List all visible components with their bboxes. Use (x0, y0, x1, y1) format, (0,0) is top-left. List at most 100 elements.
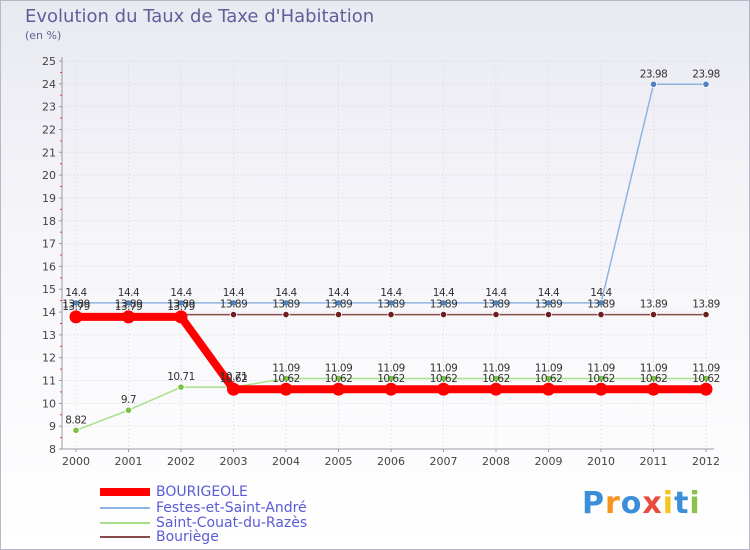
series-0-label-2001: 13.79 (115, 301, 143, 313)
series-0-point-2010 (594, 382, 608, 396)
series-2-label-2001: 9.7 (121, 394, 136, 406)
logo-letter-6: t (674, 486, 690, 521)
series-1-point-2009 (544, 299, 553, 307)
series-1-point-2010 (597, 299, 605, 307)
series-1-point-2006 (387, 299, 395, 307)
x-tick-label-2004: 2004 (272, 455, 300, 468)
series-0-point-2005 (332, 382, 345, 396)
series-3-point-2010 (597, 310, 605, 319)
series-2-point-2005 (334, 374, 343, 383)
series-3-point-2008 (492, 310, 500, 319)
series-3-label-2004: 13.89 (272, 299, 300, 311)
series-3-label-2008: 13.89 (482, 299, 510, 311)
legend-label-festes: Festes-et-Saint-André (156, 500, 307, 516)
y-tick-label-13: 13 (42, 329, 56, 342)
series-1-label-2004: 14.4 (275, 287, 297, 299)
x-tick-label-2001: 2001 (115, 455, 143, 468)
series-1-label-2005: 14.4 (328, 287, 350, 299)
series-2-label-2003: 10.71 (220, 371, 248, 383)
legend-swatch-bouriege (100, 536, 150, 538)
x-tick-label-2003: 2003 (220, 455, 248, 468)
series-1-label-2009: 14.4 (538, 287, 560, 299)
series-0-point-2006 (384, 382, 398, 396)
x-tick-label-2010: 2010 (587, 455, 615, 468)
legend-label-bourigeole: BOURIGEOLE (156, 484, 248, 500)
series-1-label-2008: 14.4 (485, 287, 507, 299)
legend-label-bouriege: Bouriège (156, 529, 219, 545)
series-2-point-2006 (387, 374, 395, 383)
series-0-label-2008: 10.62 (482, 373, 510, 385)
legend-item-bouriege: Bouriège (100, 530, 219, 544)
series-1-label-2002: 14.4 (170, 287, 192, 299)
series-2-point-2001 (124, 406, 133, 414)
series-3-label-2002: 13.89 (167, 299, 195, 311)
series-0-point-2000 (69, 310, 83, 324)
y-tick-label-8: 8 (49, 443, 56, 456)
y-tick-label-23: 23 (42, 101, 56, 114)
series-1-point-2002 (177, 299, 185, 307)
series-3-label-2007: 13.89 (430, 299, 458, 311)
series-1-point-2005 (334, 299, 343, 307)
logo-letter-3: o (620, 486, 643, 521)
series-3-point-2011 (649, 310, 658, 319)
series-1-point-2011 (649, 80, 658, 88)
series-2-label-2008: 11.09 (482, 362, 510, 374)
y-tick-label-24: 24 (42, 78, 56, 91)
legend-swatch-festes (100, 507, 150, 509)
series-0-label-2003: 10.62 (220, 373, 248, 385)
series-3-label-2005: 13.89 (325, 299, 353, 311)
series-0-label-2005: 10.62 (325, 373, 353, 385)
series-1-point-2000 (72, 299, 80, 307)
series-2-point-2007 (439, 374, 448, 383)
series-0-point-2003 (227, 382, 240, 396)
chart-subtitle: (en %) (25, 29, 62, 42)
series-3-point-2006 (387, 310, 395, 319)
series-0-label-2011: 10.62 (640, 373, 668, 385)
series-0-label-2010: 10.62 (587, 373, 615, 385)
legend-swatch-saint-couat (100, 522, 150, 524)
series-0-label-2012: 10.62 (692, 373, 720, 385)
series-1-point-2008 (492, 299, 500, 307)
series-2-label-2000: 8.82 (65, 414, 86, 426)
series-1-label-2011: 23.98 (640, 68, 668, 80)
proxiti-logo: Proxiti (582, 486, 701, 521)
x-tick-label-2007: 2007 (430, 455, 458, 468)
logo-letter-2: r (605, 486, 621, 521)
legend-item-saint-couat: Saint-Couat-du-Razès (100, 516, 307, 530)
series-2-point-2011 (649, 374, 658, 383)
series-2-point-2002 (177, 383, 185, 391)
series-1-point-2004 (282, 299, 290, 307)
series-0-label-2004: 10.62 (272, 373, 300, 385)
series-0-point-2009 (542, 382, 555, 396)
y-tick-label-18: 18 (42, 215, 56, 228)
series-2-point-2000 (72, 426, 80, 434)
y-tick-label-21: 21 (42, 146, 56, 159)
series-2-label-2002: 10.71 (167, 371, 195, 383)
x-tick-label-2009: 2009 (535, 455, 563, 468)
x-tick-label-2008: 2008 (482, 455, 510, 468)
x-tick-label-2011: 2011 (640, 455, 668, 468)
series-3-point-2004 (282, 310, 290, 319)
series-1-label-2007: 14.4 (433, 287, 455, 299)
y-tick-label-11: 11 (42, 375, 56, 388)
series-3-label-2003: 13.89 (220, 299, 248, 311)
series-3-point-2012 (702, 310, 710, 319)
series-0-point-2002 (174, 310, 188, 324)
series-0-point-2008 (489, 382, 503, 396)
series-2-label-2004: 11.09 (272, 362, 300, 374)
series-0-point-2001 (122, 310, 135, 324)
y-tick-label-22: 22 (42, 123, 56, 136)
chart-title: Evolution du Taux de Taxe d'Habitation (25, 6, 375, 27)
y-tick-label-17: 17 (42, 238, 56, 251)
x-tick-label-2006: 2006 (377, 455, 405, 468)
series-3-point-2003 (229, 310, 238, 319)
y-tick-label-19: 19 (42, 192, 56, 205)
x-tick-label-2005: 2005 (325, 455, 353, 468)
series-3-label-2009: 13.89 (535, 299, 563, 311)
series-3-label-2001: 13.89 (115, 299, 143, 311)
series-0-point-2004 (279, 382, 293, 396)
series-1-point-2007 (439, 299, 448, 307)
series-1-label-2003: 14.4 (223, 287, 245, 299)
